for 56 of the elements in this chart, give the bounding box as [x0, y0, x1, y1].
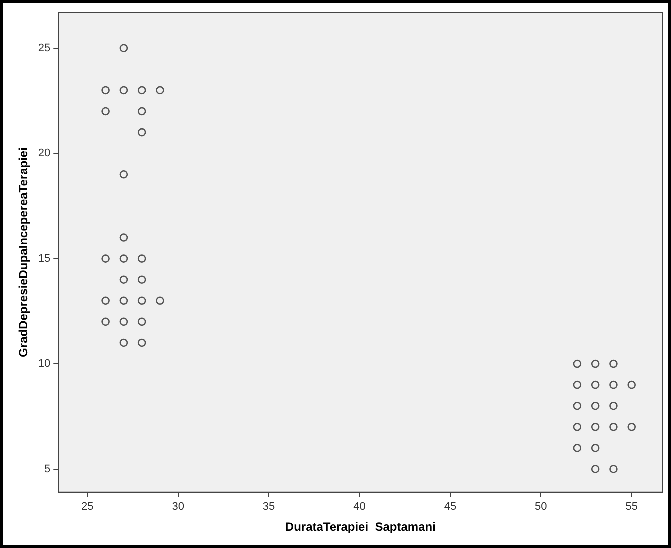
point [102, 254, 110, 263]
point [628, 380, 636, 390]
point [120, 276, 128, 284]
point [628, 423, 636, 432]
y-tick-label: 10 [38, 358, 51, 370]
x-tick-label: 45 [444, 501, 457, 514]
y-axis-title: GradDepresieDupaIncepereaTerapiei [16, 148, 31, 358]
point [102, 86, 110, 95]
y-tick-label: 5 [44, 463, 51, 476]
point [573, 402, 582, 410]
point [120, 296, 128, 306]
y-tick-label: 25 [38, 42, 51, 54]
point [138, 296, 146, 306]
point [573, 380, 582, 390]
point [138, 338, 146, 348]
point [120, 318, 128, 326]
x-tick-label: 25 [82, 501, 94, 514]
point [156, 296, 164, 306]
point [610, 465, 618, 474]
point [120, 254, 128, 263]
point [591, 465, 600, 474]
point [138, 107, 146, 116]
point [138, 276, 146, 284]
y-tick-label: 15 [38, 252, 51, 265]
point [138, 318, 146, 326]
point [102, 107, 110, 116]
point [120, 44, 128, 53]
point [591, 402, 600, 410]
y-tick-label: 20 [38, 148, 51, 160]
point [120, 338, 128, 348]
point [591, 444, 600, 452]
point [573, 423, 582, 432]
point [120, 234, 128, 242]
x-tick-label: 35 [262, 501, 276, 514]
point [138, 86, 146, 95]
point [610, 402, 618, 410]
point [610, 360, 618, 368]
point [120, 86, 128, 95]
x-tick-label: 30 [172, 501, 184, 514]
x-axis-title: DurataTerapiei_Saptamani [285, 520, 436, 534]
point [591, 380, 600, 390]
point [610, 423, 618, 432]
x-tick-label: 50 [535, 501, 548, 514]
point [573, 360, 582, 368]
point [573, 444, 582, 452]
point [102, 296, 110, 306]
point [591, 360, 600, 368]
point [138, 254, 146, 263]
point [156, 86, 164, 95]
x-tick-label: 55 [626, 501, 638, 514]
point [120, 170, 128, 179]
point [138, 128, 146, 137]
x-tick-label: 40 [354, 501, 366, 514]
point [610, 380, 618, 390]
point [102, 318, 110, 326]
point [591, 423, 600, 432]
